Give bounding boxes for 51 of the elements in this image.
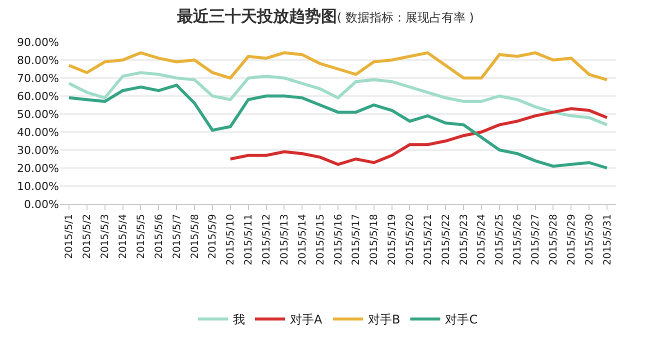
x-tick-label: 2015/5/14 — [297, 214, 308, 266]
x-tick-label: 2015/5/7 — [172, 214, 183, 259]
line-series — [67, 71, 609, 126]
x-tick-label: 2015/5/21 — [422, 214, 434, 266]
x-tick-label: 2015/5/24 — [476, 214, 488, 266]
x-tick-label: 2015/5/4 — [118, 214, 130, 259]
y-tick-label: 50.00% — [17, 108, 59, 121]
x-tick-label: 2015/5/31 — [602, 214, 614, 266]
x-tick-label: 2015/5/12 — [262, 214, 273, 266]
x-tick-label: 2015/5/9 — [208, 214, 219, 259]
x-tick-label: 2015/5/3 — [100, 214, 112, 259]
x-tick-label: 2015/5/16 — [333, 214, 344, 266]
line-series — [67, 84, 609, 170]
x-tick-label: 2015/5/17 — [351, 214, 362, 266]
x-tick-label: 2015/5/29 — [566, 214, 578, 266]
x-tick-label: 2015/5/2 — [82, 214, 94, 259]
x-tick-label: 2015/5/27 — [530, 214, 542, 266]
x-tick-label: 2015/5/19 — [387, 214, 398, 266]
y-tick-label: 0.00% — [24, 198, 59, 211]
x-tick-label: 2015/5/5 — [136, 214, 147, 259]
x-tick-label: 2015/5/13 — [279, 214, 290, 266]
x-tick-label: 2015/5/18 — [369, 214, 380, 266]
legend-label: 我 — [233, 312, 245, 327]
x-tick-label: 2015/5/6 — [154, 214, 165, 259]
x-tick-label: 2015/5/30 — [584, 214, 596, 266]
chart-title: 最近三十天投放趋势图 — [176, 6, 337, 26]
y-tick-label: 80.00% — [17, 54, 59, 67]
legend-label: 对手B — [368, 312, 400, 327]
x-tick-label: 2015/5/23 — [458, 214, 470, 266]
line-series — [67, 51, 609, 82]
y-tick-label: 40.00% — [17, 126, 59, 139]
y-tick-label: 10.00% — [17, 180, 59, 193]
legend-label: 对手A — [290, 312, 323, 327]
x-tick-label: 2015/5/20 — [404, 214, 416, 266]
y-tick-label: 20.00% — [17, 162, 59, 175]
x-tick-label: 2015/5/8 — [190, 214, 201, 259]
x-tick-label: 2015/5/15 — [315, 214, 326, 266]
x-tick-label: 2015/5/11 — [244, 214, 255, 266]
x-tick-label: 2015/5/28 — [548, 214, 560, 266]
line-series — [228, 107, 609, 166]
x-tick-label: 2015/5/1 — [64, 214, 76, 259]
chart-subtitle: ( 数据指标：展现占有率 ) — [337, 10, 474, 25]
y-tick-label: 90.00% — [17, 36, 59, 49]
y-tick-label: 70.00% — [17, 72, 59, 85]
x-tick-label: 2015/5/25 — [494, 214, 506, 266]
legend-label: 对手C — [445, 312, 478, 327]
y-tick-label: 60.00% — [17, 90, 59, 103]
x-tick-label: 2015/5/22 — [440, 214, 452, 266]
y-tick-label: 30.00% — [17, 144, 59, 157]
x-tick-label: 2015/5/10 — [226, 214, 237, 266]
x-tick-label: 2015/5/26 — [512, 214, 524, 266]
